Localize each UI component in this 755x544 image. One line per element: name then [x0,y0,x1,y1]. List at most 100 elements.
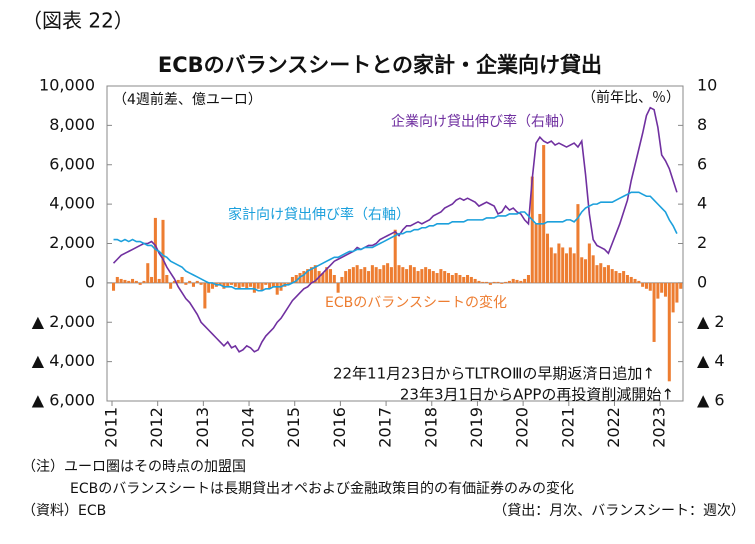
y-tick-label: ▲ 4,000 [32,351,95,370]
bar [142,280,146,283]
bar [146,263,150,283]
y2-tick-label: 4 [697,194,707,213]
bar [584,259,588,283]
bar [454,273,458,283]
bar [549,247,553,283]
y2-tick-label: ▲ 4 [697,351,725,370]
bar [622,271,626,283]
y-tick-label: 2,000 [49,233,95,252]
bar [606,265,610,283]
bar [424,267,428,283]
page-label: （図表 22） [22,9,134,33]
bar [481,281,485,283]
x-tick-label: 2012 [147,407,166,448]
bar [382,265,386,283]
bar [443,271,447,283]
bar [557,243,561,283]
y-tick-label: 6,000 [49,154,95,173]
bar [523,278,527,283]
bar [576,204,580,283]
bar [374,267,378,283]
bar [545,233,550,283]
bar [580,257,584,283]
bar [485,281,489,283]
bar [150,276,154,283]
bar [203,282,207,309]
bar [309,267,313,283]
bar [191,282,195,287]
bar [249,282,253,287]
y2-tick-label: 8 [697,115,707,134]
bar [321,273,325,283]
bar [595,265,599,283]
x-tick-label: 2018 [421,407,440,448]
bar [614,271,618,283]
note: （注）ユーロ圏はその時点の加盟国 [22,459,246,475]
bar [127,280,131,283]
bar [568,247,572,283]
bar [610,269,614,283]
y-tick-label: 8,000 [49,115,95,134]
x-tick-label: 2022 [604,407,623,448]
bar [332,275,336,283]
bar [378,269,382,283]
bar [629,276,633,283]
bar [241,282,245,287]
bar [492,281,496,283]
bar [233,282,237,287]
bar [675,282,679,303]
line [112,106,678,353]
bar [386,263,390,283]
bar [450,275,454,283]
bar [180,276,184,283]
annotation: 22年11月23日からTLTROⅢの早期返済日追加↑ [333,365,655,383]
y-tick-label: 0 [85,272,95,291]
bar [264,282,268,285]
bar [237,282,241,289]
bar [603,267,607,283]
bar [119,278,123,283]
bar [245,282,249,289]
x-tick-label: 2016 [330,407,349,448]
bar [420,269,424,283]
bar [519,280,523,283]
bar [591,255,595,283]
y-tick-label: ▲ 2,000 [32,312,95,331]
bar [218,282,222,285]
bar [256,282,260,289]
bar [538,213,542,283]
bar [165,275,169,283]
y2-tick-label: 6 [697,154,707,173]
bar [667,282,671,382]
chart-title: ECBのバランスシートとの家計・企業向け貸出 [158,53,602,77]
y2-unit: （前年比、％） [582,89,680,106]
y-tick-label: ▲ 6,000 [32,391,95,410]
bar [226,282,230,287]
bar [416,271,420,283]
bar [500,282,504,284]
bar [157,278,161,283]
bar [195,280,199,283]
bar [348,269,352,283]
bar [656,282,660,299]
x-tick-label: 2020 [513,407,532,448]
bar [477,280,481,283]
bar [340,276,344,283]
bar [507,280,511,283]
bar [401,267,405,283]
bar [618,273,622,283]
bar [652,282,656,342]
line [113,191,678,292]
bar [313,265,317,283]
bar [294,275,298,283]
y2-tick-label: 10 [697,76,717,95]
bar [351,267,355,283]
bar [172,280,176,283]
y2-tick-label: ▲ 2 [697,312,725,331]
bar [473,278,477,283]
x-tick-label: 2014 [239,407,258,448]
bar [462,276,466,283]
bar [370,265,374,283]
